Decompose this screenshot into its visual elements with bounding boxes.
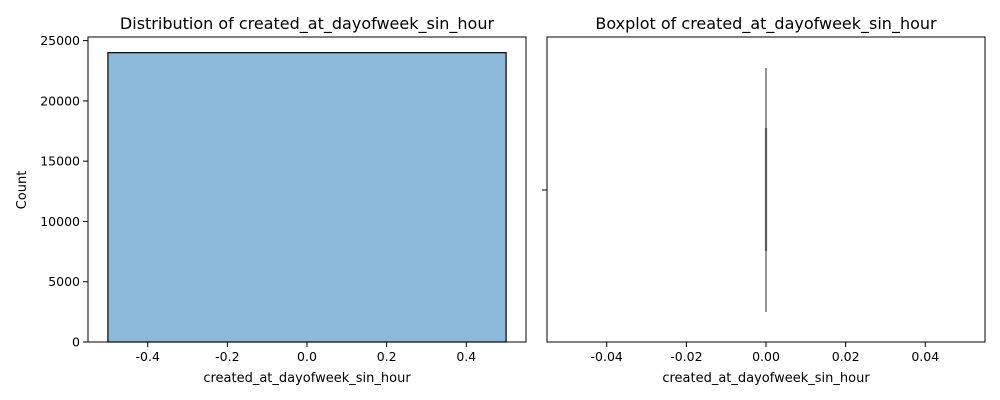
histogram-bar [107,52,507,343]
histogram-y-ticks: 0 5000 10000 15000 20000 25000 [40,33,88,350]
boxplot-title: Boxplot of created_at_dayofweek_sin_hour [595,14,937,34]
histogram-x-tick-label: 0.2 [377,349,397,364]
histogram-x-tick-label: 0.0 [297,349,317,364]
boxplot-x-tick-label: -0.02 [670,349,702,364]
histogram-x-tick-label: 0.4 [456,349,476,364]
boxplot-x-ticks: -0.04 -0.02 0.00 0.02 0.04 [591,342,939,364]
boxplot-x-tick-label: 0.02 [832,349,860,364]
histogram-x-tick-label: -0.2 [215,349,239,364]
boxplot-chart: Boxplot of created_at_dayofweek_sin_hour… [542,14,986,386]
histogram-y-axis-label: Count [15,171,30,210]
histogram-x-ticks: -0.4 -0.2 0.0 0.2 0.4 [136,342,476,364]
boxplot-x-tick-label: 0.00 [752,349,780,364]
boxplot-x-tick-label: 0.04 [911,349,939,364]
histogram-y-tick-label: 15000 [40,154,80,169]
histogram-y-tick-label: 25000 [40,33,80,48]
histogram-y-tick-label: 20000 [40,93,80,108]
histogram-y-tick-label: 5000 [48,274,80,289]
histogram-plot-area [107,52,507,343]
histogram-y-tick-label: 10000 [40,214,80,229]
histogram-x-axis-label: created_at_dayofweek_sin_hour [203,371,411,386]
histogram-title: Distribution of created_at_dayofweek_sin… [120,14,495,34]
boxplot-x-axis-label: created_at_dayofweek_sin_hour [662,371,870,386]
histogram-x-tick-label: -0.4 [136,349,160,364]
histogram-y-tick-label: 0 [72,335,80,350]
boxplot-x-tick-label: -0.04 [591,349,623,364]
histogram-chart: Distribution of created_at_dayofweek_sin… [15,14,527,386]
